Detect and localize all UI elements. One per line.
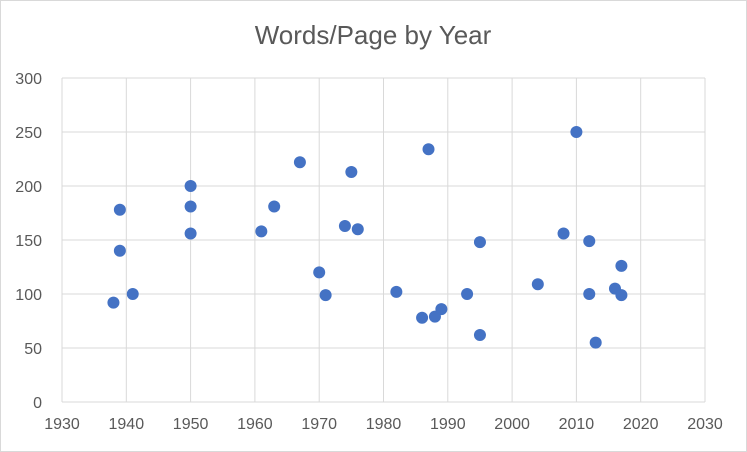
y-tick-label: 0 xyxy=(33,395,42,412)
data-point xyxy=(531,278,544,291)
data-point xyxy=(107,296,120,309)
data-point xyxy=(583,235,596,248)
data-point xyxy=(422,143,435,156)
y-tick-label: 250 xyxy=(15,125,42,142)
data-point xyxy=(615,259,628,272)
x-tick-label: 1940 xyxy=(109,416,145,433)
data-point xyxy=(473,329,486,342)
data-point xyxy=(351,223,364,236)
x-tick-label: 2030 xyxy=(687,416,723,433)
x-tick-label: 2000 xyxy=(494,416,530,433)
data-point xyxy=(557,227,570,240)
x-tick-label: 2020 xyxy=(623,416,659,433)
x-axis-tick-labels: 1930 1940 1950 1960 1970 1980 1990 2000 2010 2020… xyxy=(44,416,723,433)
x-tick-label: 2010 xyxy=(559,416,595,433)
data-points xyxy=(107,126,628,349)
data-point xyxy=(319,289,332,302)
data-point xyxy=(184,180,197,192)
data-point xyxy=(390,285,403,298)
data-point xyxy=(570,126,583,138)
data-point xyxy=(293,156,306,169)
chart-title: Words/Page by Year xyxy=(255,20,492,50)
x-tick-label: 1970 xyxy=(301,416,337,433)
data-point xyxy=(184,200,197,213)
data-point xyxy=(268,200,281,213)
data-point xyxy=(338,219,351,232)
x-tick-label: 1930 xyxy=(44,416,80,433)
y-tick-label: 200 xyxy=(15,179,42,196)
data-point xyxy=(416,311,429,324)
y-tick-label: 50 xyxy=(24,341,42,358)
data-point xyxy=(583,288,596,300)
data-point xyxy=(345,165,358,178)
y-tick-label: 300 xyxy=(15,71,42,88)
data-point xyxy=(473,236,486,249)
y-tick-label: 150 xyxy=(15,233,42,250)
data-point xyxy=(461,288,474,300)
data-point xyxy=(113,244,126,257)
data-point xyxy=(113,203,126,216)
gridlines xyxy=(61,77,706,403)
x-tick-label: 1960 xyxy=(237,416,273,433)
data-point xyxy=(435,303,448,316)
data-point xyxy=(126,288,139,300)
x-tick-label: 1980 xyxy=(366,416,402,433)
x-tick-label: 1990 xyxy=(430,416,466,433)
y-tick-label: 100 xyxy=(15,287,42,304)
y-axis-tick-labels: 0 50 100 150 200 250 300 xyxy=(15,71,42,412)
data-point xyxy=(313,266,326,279)
data-point xyxy=(615,289,628,302)
data-point xyxy=(589,336,602,349)
data-point xyxy=(255,225,268,238)
data-point xyxy=(184,227,197,240)
x-tick-label: 1950 xyxy=(173,416,209,433)
